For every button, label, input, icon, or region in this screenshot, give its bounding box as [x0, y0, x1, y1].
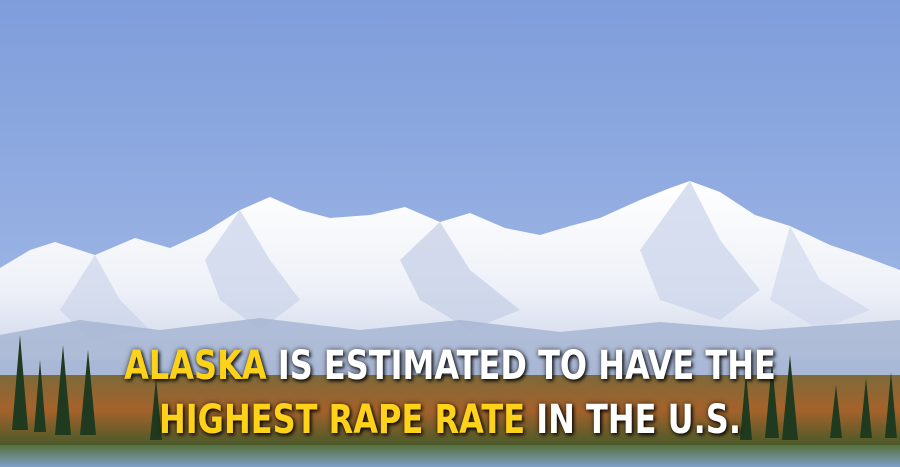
caption-line-1: ALASKA IS ESTIMATED TO HAVE THE — [90, 343, 810, 389]
lake — [0, 445, 900, 467]
caption-highlight-2: HIGHEST RAPE RATE — [158, 397, 526, 443]
spruce-trees — [12, 335, 897, 440]
caption-text-1: IS ESTIMATED TO HAVE THE — [266, 343, 776, 389]
caption-text-2: IN THE U.S. — [525, 397, 741, 443]
caption-highlight-1: ALASKA — [124, 343, 267, 389]
caption-line-2: HIGHEST RAPE RATE IN THE U.S. — [90, 397, 810, 443]
foothills — [0, 318, 900, 380]
